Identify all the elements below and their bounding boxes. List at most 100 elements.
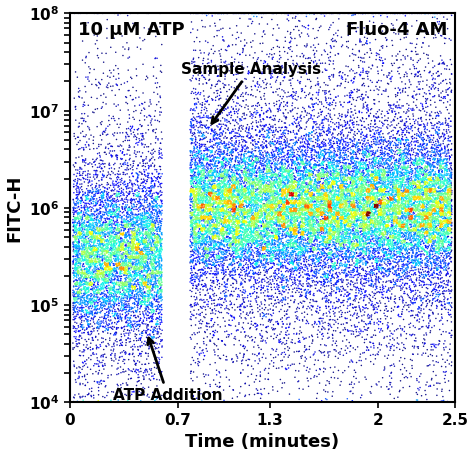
Point	[364, 185, 372, 192]
Point	[73, 279, 81, 286]
Point	[442, 229, 449, 236]
Point	[361, 373, 369, 381]
Point	[341, 231, 348, 238]
Point	[128, 272, 135, 280]
Point	[158, 198, 165, 206]
Point	[440, 190, 447, 197]
Point	[313, 228, 321, 236]
Point	[114, 262, 121, 269]
Point	[272, 247, 279, 255]
Point	[243, 170, 250, 178]
Point	[256, 238, 264, 245]
Point	[354, 87, 362, 94]
Point	[106, 284, 114, 292]
Point	[372, 196, 379, 203]
Point	[200, 244, 207, 252]
Point	[139, 244, 147, 252]
Point	[138, 330, 146, 337]
Point	[260, 116, 267, 123]
Point	[100, 276, 107, 283]
Point	[240, 234, 247, 241]
Point	[356, 128, 363, 135]
Point	[74, 289, 82, 296]
Point	[335, 255, 343, 262]
Point	[378, 151, 386, 158]
Point	[79, 170, 87, 177]
Point	[280, 226, 288, 234]
Point	[400, 156, 407, 163]
Point	[444, 296, 451, 303]
Point	[365, 230, 372, 237]
Point	[426, 134, 433, 141]
Point	[238, 186, 246, 193]
Point	[392, 270, 400, 277]
Point	[99, 361, 106, 369]
Point	[371, 221, 379, 228]
Point	[84, 298, 91, 306]
Point	[447, 209, 454, 217]
Point	[236, 219, 243, 227]
Point	[143, 229, 150, 236]
Point	[336, 183, 344, 190]
Point	[133, 211, 141, 218]
Point	[416, 172, 424, 180]
Point	[397, 217, 405, 224]
Point	[374, 168, 382, 175]
Point	[110, 394, 118, 401]
Point	[435, 174, 442, 181]
Point	[320, 205, 328, 212]
Point	[428, 211, 435, 218]
Point	[313, 188, 320, 195]
Point	[231, 157, 239, 164]
Point	[264, 275, 272, 282]
Point	[214, 154, 221, 161]
Point	[399, 232, 406, 239]
Point	[294, 77, 301, 84]
Point	[407, 120, 414, 128]
Point	[192, 165, 200, 173]
Point	[207, 216, 214, 223]
Point	[205, 71, 213, 79]
Point	[283, 203, 290, 211]
Point	[141, 112, 148, 120]
Point	[187, 192, 195, 200]
Point	[405, 231, 412, 238]
Point	[80, 101, 87, 108]
Point	[333, 195, 340, 202]
Point	[90, 223, 98, 230]
Point	[249, 10, 256, 17]
Point	[108, 209, 115, 216]
Point	[157, 270, 164, 277]
Point	[311, 282, 319, 289]
Point	[275, 197, 283, 204]
Point	[378, 200, 386, 207]
Point	[328, 202, 336, 210]
Point	[383, 156, 391, 164]
Point	[306, 343, 313, 350]
Point	[304, 198, 312, 205]
Point	[343, 201, 350, 208]
Point	[438, 183, 446, 190]
Point	[295, 239, 303, 247]
Point	[97, 270, 104, 277]
Point	[88, 230, 96, 237]
Point	[363, 194, 371, 201]
Point	[251, 202, 258, 210]
Point	[367, 190, 375, 197]
Point	[138, 133, 146, 140]
Point	[444, 98, 451, 106]
Point	[100, 298, 107, 305]
Point	[440, 260, 447, 267]
Point	[277, 197, 285, 204]
Point	[149, 244, 157, 251]
Point	[411, 191, 419, 198]
Point	[383, 200, 391, 207]
Point	[380, 172, 387, 179]
Point	[361, 288, 369, 296]
Point	[419, 213, 426, 220]
Point	[271, 237, 278, 244]
Point	[281, 189, 288, 197]
Point	[92, 219, 100, 226]
Point	[229, 239, 237, 246]
Point	[405, 227, 412, 234]
